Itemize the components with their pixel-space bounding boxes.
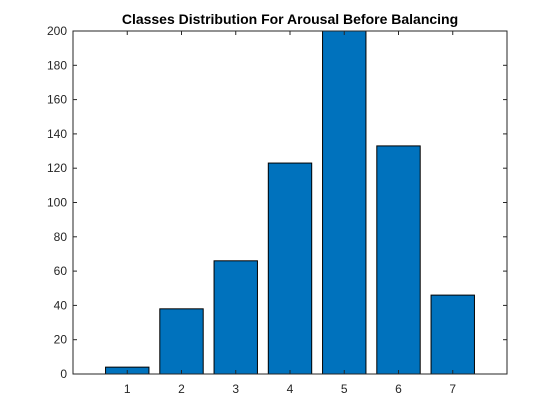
y-tick-label: 0 bbox=[60, 367, 67, 381]
bar-4 bbox=[267, 162, 313, 375]
x-tick-label: 7 bbox=[449, 382, 456, 396]
bar-5 bbox=[322, 30, 367, 375]
y-tick-label: 100 bbox=[47, 196, 67, 210]
y-tick-label: 40 bbox=[54, 298, 68, 312]
y-tick-label: 80 bbox=[54, 230, 68, 244]
y-tick-label: 140 bbox=[47, 127, 67, 141]
x-tick-label: 6 bbox=[395, 382, 402, 396]
x-tick-label: 4 bbox=[287, 382, 294, 396]
x-tick-label: 3 bbox=[232, 382, 239, 396]
x-axis: 1 2 3 4 5 6 7 bbox=[124, 31, 456, 396]
y-tick-label: 180 bbox=[47, 58, 67, 72]
y-tick-label: 120 bbox=[47, 161, 67, 175]
y-tick-label: 160 bbox=[47, 93, 67, 107]
y-tick-label: 60 bbox=[54, 264, 68, 278]
bars-group bbox=[105, 30, 475, 375]
x-tick-label: 1 bbox=[124, 382, 131, 396]
bar-6 bbox=[376, 145, 421, 375]
x-tick-label: 2 bbox=[178, 382, 185, 396]
y-tick-label: 20 bbox=[54, 333, 68, 347]
bar-3 bbox=[213, 260, 258, 375]
y-tick-label: 200 bbox=[47, 24, 67, 38]
chart-title: Classes Distribution For Arousal Before … bbox=[122, 11, 458, 27]
x-tick-label: 5 bbox=[341, 382, 348, 396]
bar-7 bbox=[430, 294, 475, 375]
y-axis: 0 20 40 60 80 100 120 140 160 180 200 bbox=[47, 24, 507, 381]
bar-2 bbox=[159, 308, 204, 375]
plot-area-box bbox=[72, 30, 508, 375]
